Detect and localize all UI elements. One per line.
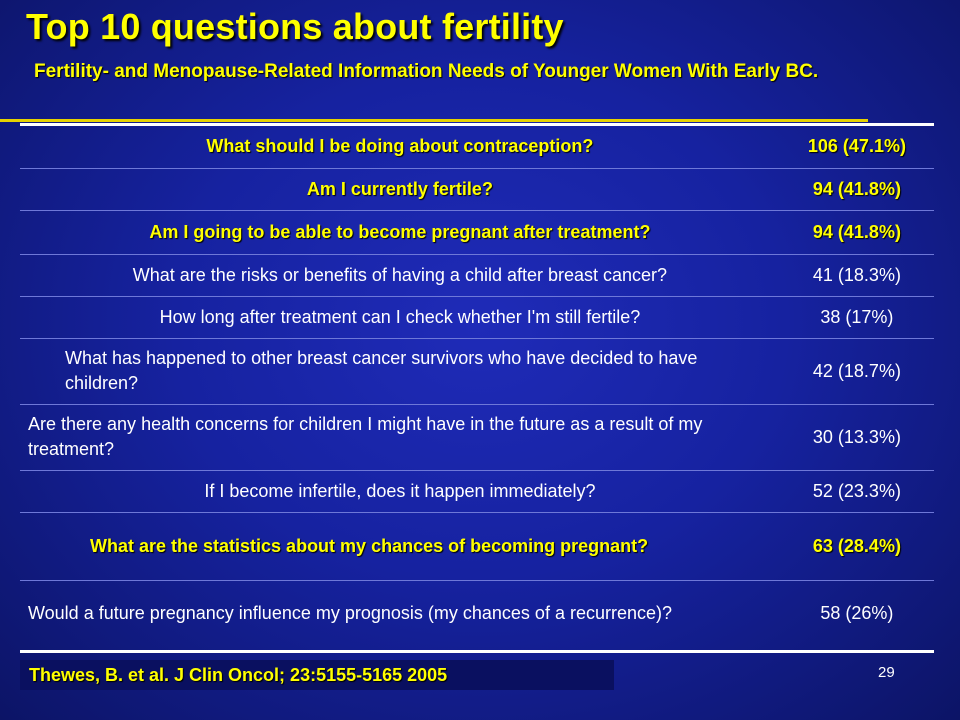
page-number: 29 xyxy=(878,664,895,681)
question-cell: If I become infertile, does it happen im… xyxy=(20,470,780,513)
count-cell: 42 (18.7%) xyxy=(779,338,934,405)
question-cell: How long after treatment can I check whe… xyxy=(20,296,780,339)
slide-subtitle: Fertility- and Menopause-Related Informa… xyxy=(34,61,819,82)
count-cell: 30 (13.3%) xyxy=(779,404,934,471)
count-cell: 41 (18.3%) xyxy=(779,254,934,297)
title-divider xyxy=(0,119,868,122)
table-row: What are the statistics about my chances… xyxy=(20,512,934,581)
count-cell: 94 (41.8%) xyxy=(779,168,934,211)
citation: Thewes, B. et al. J Clin Oncol; 23:5155-… xyxy=(20,660,614,690)
count-cell: 52 (23.3%) xyxy=(779,470,934,513)
count-cell: 63 (28.4%) xyxy=(779,512,934,581)
question-cell: Am I going to be able to become pregnant… xyxy=(20,210,780,255)
table-top-rule xyxy=(20,123,934,126)
count-cell: 94 (41.8%) xyxy=(779,210,934,255)
question-cell: Would a future pregnancy influence my pr… xyxy=(28,602,672,623)
table-row: What are the risks or benefits of having… xyxy=(20,254,934,297)
count-cell: 38 (17%) xyxy=(779,296,934,339)
table-row: What has happened to other breast cancer… xyxy=(20,338,934,405)
question-cell: What are the risks or benefits of having… xyxy=(20,254,780,297)
table-row: Am I going to be able to become pregnant… xyxy=(20,210,934,255)
table-row: How long after treatment can I check whe… xyxy=(20,296,934,339)
question-cell: What are the statistics about my chances… xyxy=(20,512,780,581)
question-cell: What has happened to other breast cancer… xyxy=(20,338,780,405)
table-row: What should I be doing about contracepti… xyxy=(20,126,934,169)
table-bottom-rule xyxy=(20,650,934,653)
question-cell: What should I be doing about contracepti… xyxy=(20,126,780,169)
table-row: Would a future pregnancy influence my pr… xyxy=(20,580,934,646)
questions-table: What should I be doing about contracepti… xyxy=(20,126,934,646)
table-row: Am I currently fertile? 94 (41.8%) xyxy=(20,168,934,211)
slide-title: Top 10 questions about fertility xyxy=(26,6,564,47)
table-row: Are there any health concerns for childr… xyxy=(20,404,934,471)
question-cell: Am I currently fertile? xyxy=(20,168,780,211)
question-cell: Are there any health concerns for childr… xyxy=(20,404,780,471)
count-cell: 106 (47.1%) xyxy=(779,126,934,169)
count-cell: 58 (26%) xyxy=(820,602,894,623)
table-row: If I become infertile, does it happen im… xyxy=(20,470,934,513)
